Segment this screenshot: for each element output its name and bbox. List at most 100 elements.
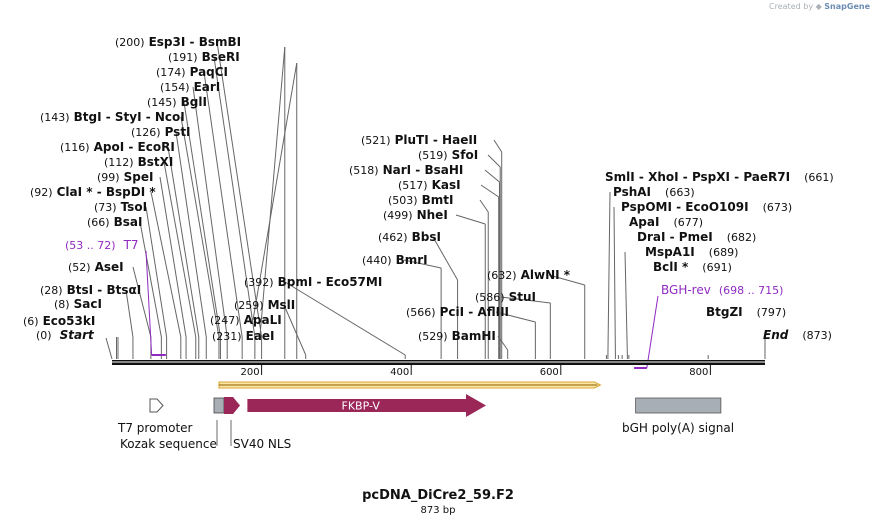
enzyme-position: (191) [168, 51, 198, 64]
enzyme-site-label: (8) SacI [54, 297, 102, 311]
enzyme-name: AflIII [477, 305, 509, 319]
enzyme-name: SfoI [452, 148, 479, 162]
enzyme-position: (28) [40, 284, 63, 297]
enzyme-position: (632) [487, 269, 517, 282]
enzyme-site-label: (566) PciI - AflIII [406, 305, 509, 319]
enzyme-site-label: (586) StuI [475, 290, 536, 304]
enzyme-name: BtsI [67, 283, 94, 297]
label-leader [495, 311, 536, 323]
enzyme-name: PshAI [613, 185, 651, 199]
enzyme-site-label: (632) AlwNI * [487, 268, 571, 282]
enzyme-position: (143) [40, 111, 70, 124]
label-leader [159, 176, 187, 338]
label-leader [548, 274, 585, 286]
enzyme-position: (462) [378, 231, 408, 244]
cut-site-leaders [105, 41, 766, 369]
label-leader [203, 71, 243, 338]
primer-label: BGH-rev (698 .. 715) [661, 283, 783, 297]
enzyme-name: EaeI [246, 329, 275, 343]
enzyme-position: (112) [104, 156, 134, 169]
enzyme-name: BpmI [278, 275, 313, 289]
label-leader [455, 214, 486, 225]
enzyme-name: AseI [95, 260, 124, 274]
enzyme-position: (663) [665, 186, 695, 199]
enzyme-site-label: (52) AseI [68, 260, 124, 274]
feature-label: SV40 NLS [233, 437, 291, 451]
label-leader [403, 259, 442, 269]
sequence-end-label: End (873) [763, 328, 832, 342]
enzyme-name: PspXI [692, 170, 730, 184]
enzyme-name: DraI [637, 230, 665, 244]
bgh-polya-feature [635, 397, 722, 414]
enzyme-name: BsaI [114, 215, 143, 229]
enzyme-name: BamHI [452, 329, 496, 343]
enzyme-separator: - [730, 170, 743, 184]
sv40-nls-feature [224, 397, 240, 414]
end-leader [105, 337, 113, 360]
enzyme-position: (200) [115, 36, 145, 49]
sequence-backbone [112, 360, 765, 365]
enzyme-site-label: (519) SfoI [418, 148, 478, 162]
label-leader [493, 139, 503, 153]
primer-range: (698 .. 715) [719, 284, 784, 297]
enzyme-name: BtgZI [706, 305, 743, 319]
enzyme-name: PluTI [395, 133, 429, 147]
end-name: Start [60, 328, 95, 342]
enzyme-site-label: (143) BtgI - StyI - NcoI [40, 110, 185, 124]
enzyme-name: EcoRI [138, 140, 175, 154]
enzyme-name: SacI [74, 297, 102, 311]
enzyme-name: EarI [194, 80, 221, 94]
end-name: End [763, 328, 789, 342]
primer-leader [646, 295, 659, 369]
enzyme-separator: - [93, 185, 106, 199]
enzyme-name: BseRI [202, 50, 240, 64]
label-leader [432, 236, 459, 281]
label-leader [183, 101, 221, 338]
enzyme-name: BglI [181, 95, 207, 109]
enzyme-name: NcoI [155, 110, 185, 124]
label-leader [145, 206, 168, 338]
label-leader [125, 289, 134, 338]
label-leader [180, 116, 220, 338]
enzyme-site-label: (99) SpeI [97, 170, 153, 184]
enzyme-position: (116) [60, 141, 90, 154]
enzyme-name: MslI [268, 298, 296, 312]
enzyme-name: Eco57MI [326, 275, 383, 289]
primer-leader [145, 250, 153, 356]
credit-brand: SnapGene [824, 2, 870, 11]
enzyme-separator: - [665, 230, 678, 244]
enzyme-site-label: (392) BpmI - Eco57MI [244, 275, 382, 289]
enzyme-site-label: (231) EaeI [212, 329, 275, 343]
enzyme-separator: - [124, 140, 137, 154]
enzyme-site-label: (116) ApoI - EcoRI [60, 140, 175, 154]
enzyme-position: (529) [418, 330, 448, 343]
feature-inline-label: FKBP-V [342, 400, 381, 413]
enzyme-name: PaeR7I [743, 170, 790, 184]
enzyme-name: XhoI [648, 170, 679, 184]
enzyme-position: (689) [709, 246, 739, 259]
enzyme-name: ClaI * [57, 185, 94, 199]
enzyme-site-label: (92) ClaI * - BspDI * [30, 185, 156, 199]
enzyme-site-label: (174) PaqCI [156, 65, 228, 79]
enzyme-separator: - [185, 35, 198, 49]
enzyme-labels: (6) Eco53kI (8) SacI (28) BtsI - BtsαI (52) Ase… [23, 35, 834, 343]
label-leader [480, 184, 499, 198]
label-leader [484, 169, 500, 183]
enzyme-position: (154) [160, 81, 190, 94]
label-leader [500, 296, 551, 304]
enzyme-name: NheI [417, 208, 448, 222]
enzyme-site-label: (529) BamHI [418, 329, 496, 343]
enzyme-site-label: (247) ApaLI [210, 313, 282, 327]
enzyme-position: (440) [362, 254, 392, 267]
ruler-tick-label: 200 [241, 367, 260, 378]
enzyme-site-label: (154) EarI [160, 80, 220, 94]
enzyme-position: (586) [475, 291, 505, 304]
enzyme-name: Esp3I [149, 35, 186, 49]
credit-prefix: Created by [769, 2, 814, 11]
enzyme-position: (521) [361, 134, 391, 147]
enzyme-name: SpeI [124, 170, 154, 184]
enzyme-site-label: DraI - PmeI (682) [637, 230, 756, 244]
label-leader [139, 221, 162, 338]
enzyme-site-label: (126) PstI [131, 125, 191, 139]
